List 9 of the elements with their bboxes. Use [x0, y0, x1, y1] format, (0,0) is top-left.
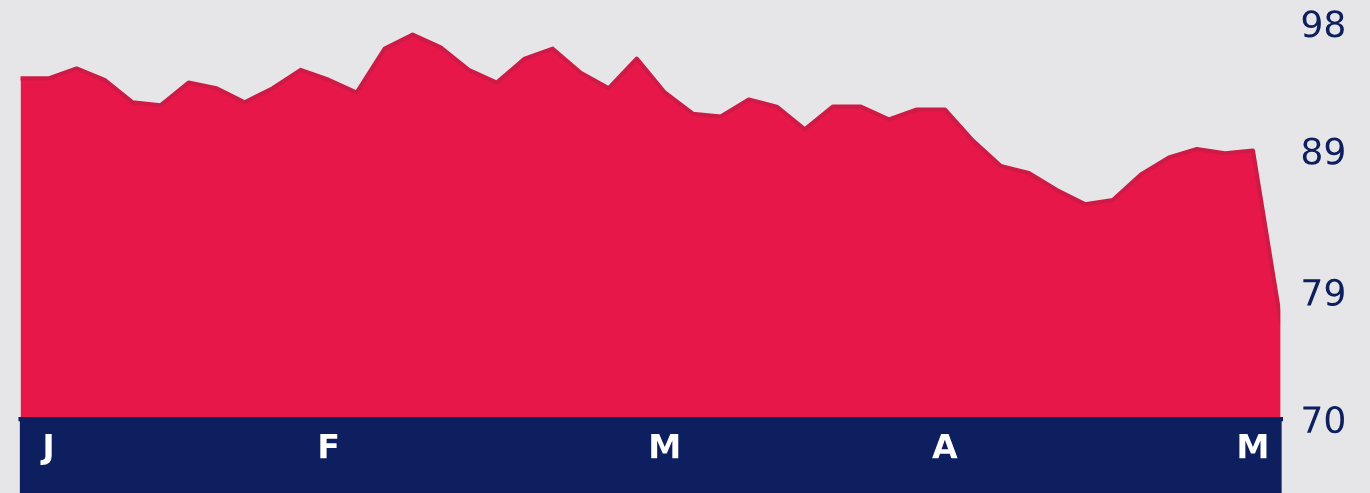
- y-tick-label: 98: [1302, 10, 1344, 38]
- x-tick-label: A: [932, 433, 958, 459]
- x-tick-label: M: [1239, 433, 1267, 459]
- x-tick-label: M: [651, 433, 679, 459]
- y-tick-label: 79: [1303, 278, 1344, 307]
- x-tick-label: F: [320, 433, 338, 459]
- y-tick-label: 89: [1302, 137, 1344, 165]
- x-tick-label: J: [40, 433, 52, 465]
- y-tick-label: 70: [1303, 405, 1344, 434]
